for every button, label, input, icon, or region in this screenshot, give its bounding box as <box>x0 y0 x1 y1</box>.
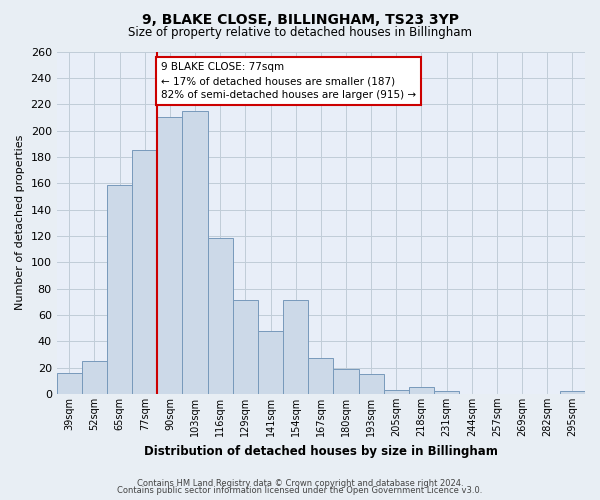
Text: Size of property relative to detached houses in Billingham: Size of property relative to detached ho… <box>128 26 472 39</box>
Bar <box>434 392 459 394</box>
Bar <box>82 361 107 394</box>
Y-axis label: Number of detached properties: Number of detached properties <box>15 135 25 310</box>
Bar <box>56 373 82 394</box>
Bar <box>308 358 334 394</box>
Bar <box>182 111 208 394</box>
Bar <box>409 388 434 394</box>
Bar <box>233 300 258 394</box>
Bar <box>560 392 585 394</box>
Bar <box>359 374 384 394</box>
Bar <box>132 150 157 394</box>
Bar <box>258 330 283 394</box>
Text: Contains HM Land Registry data © Crown copyright and database right 2024.: Contains HM Land Registry data © Crown c… <box>137 478 463 488</box>
Bar <box>157 118 182 394</box>
Bar <box>208 238 233 394</box>
Text: Contains public sector information licensed under the Open Government Licence v3: Contains public sector information licen… <box>118 486 482 495</box>
Text: 9 BLAKE CLOSE: 77sqm
← 17% of detached houses are smaller (187)
82% of semi-deta: 9 BLAKE CLOSE: 77sqm ← 17% of detached h… <box>161 62 416 100</box>
Bar <box>384 390 409 394</box>
X-axis label: Distribution of detached houses by size in Billingham: Distribution of detached houses by size … <box>144 444 498 458</box>
Text: 9, BLAKE CLOSE, BILLINGHAM, TS23 3YP: 9, BLAKE CLOSE, BILLINGHAM, TS23 3YP <box>142 12 458 26</box>
Bar <box>334 369 359 394</box>
Bar <box>283 300 308 394</box>
Bar <box>107 184 132 394</box>
